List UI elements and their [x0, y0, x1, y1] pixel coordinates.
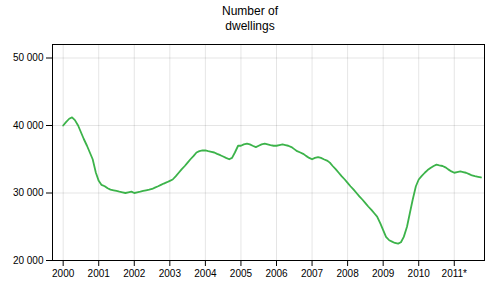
- svg-text:40 000: 40 000: [13, 120, 44, 131]
- svg-text:30 000: 30 000: [13, 187, 44, 198]
- svg-text:2008: 2008: [336, 268, 359, 279]
- svg-text:2010: 2010: [408, 268, 431, 279]
- svg-text:50 000: 50 000: [13, 52, 44, 63]
- html-text:Number of dwellings: Number of dwellings: [222, 4, 278, 33]
- svg-text:2011*: 2011*: [442, 268, 468, 279]
- svg-text:2000: 2000: [52, 268, 75, 279]
- svg-text:2001: 2001: [88, 268, 111, 279]
- svg-text:2006: 2006: [265, 268, 288, 279]
- svg-text:2007: 2007: [301, 268, 324, 279]
- svg-text:2003: 2003: [159, 268, 182, 279]
- svg-text:2009: 2009: [372, 268, 395, 279]
- svg-text:2002: 2002: [123, 268, 146, 279]
- svg-text:2005: 2005: [230, 268, 253, 279]
- svg-text:2004: 2004: [194, 268, 217, 279]
- svg-text:20 000: 20 000: [13, 255, 44, 266]
